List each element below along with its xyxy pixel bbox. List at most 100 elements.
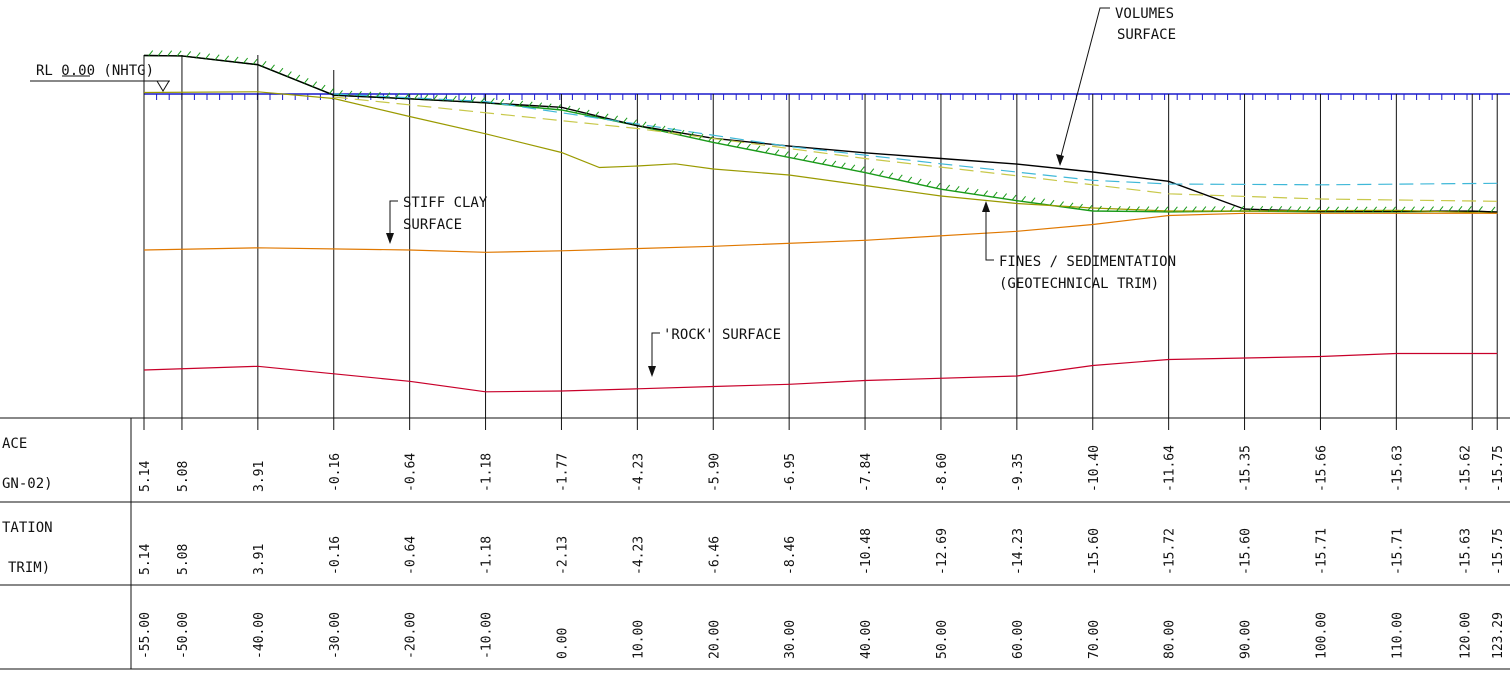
- surface-value: -15.62: [1458, 445, 1473, 492]
- hatch-mark: [176, 50, 182, 57]
- hatch-mark: [1144, 206, 1150, 212]
- table-values: 5.14 5.08 3.91 -0.16 -0.64 -1.18 -1.77 -4.23 -5.…: [138, 445, 1506, 659]
- chainage-value: 30.00: [783, 620, 798, 659]
- hatch-mark: [295, 74, 301, 81]
- sedimentation-value: 5.14: [138, 544, 153, 575]
- hatch-mark: [329, 88, 334, 94]
- stiff-clay-leader: [389, 200, 398, 243]
- hatch-mark: [1021, 196, 1026, 202]
- chainage-value: -40.00: [252, 612, 267, 659]
- hatch-mark: [1372, 206, 1378, 213]
- chainage-value: -10.00: [480, 612, 495, 659]
- hatch-mark: [717, 138, 723, 144]
- hatch-mark: [1324, 206, 1330, 213]
- hatch-mark: [1059, 201, 1064, 207]
- chainage-value: 110.00: [1390, 612, 1405, 659]
- hatch-mark: [831, 160, 837, 167]
- hatch-mark: [784, 151, 789, 157]
- series-dash_yellow: [333, 96, 1498, 202]
- hatch-mark: [660, 125, 666, 132]
- chainage-value: -30.00: [328, 612, 343, 659]
- hatch-mark: [793, 153, 799, 159]
- hatch-mark: [878, 170, 884, 177]
- hatch-mark: [916, 178, 922, 185]
- surface-value: -15.35: [1239, 445, 1254, 492]
- seabed-hatching: [148, 50, 1496, 213]
- chainage-value: 10.00: [631, 620, 646, 659]
- row1-label-1: ACE: [2, 436, 27, 452]
- sedimentation-value: -14.23: [1011, 528, 1026, 575]
- rock-leader: [651, 332, 660, 375]
- surface-value: -9.35: [1011, 453, 1026, 492]
- hatch-mark: [1125, 206, 1131, 212]
- hatch-mark: [992, 191, 998, 198]
- hatch-mark: [1419, 206, 1425, 212]
- hatch-mark: [679, 129, 685, 136]
- hatch-mark: [1163, 206, 1169, 213]
- hatch-mark: [546, 103, 552, 109]
- chainage-value: 70.00: [1087, 620, 1102, 659]
- hatch-mark: [1296, 206, 1302, 212]
- hatch-mark: [1011, 194, 1017, 201]
- hatch-mark: [983, 190, 989, 196]
- hatch-mark: [632, 119, 637, 126]
- hatch-mark: [859, 166, 865, 172]
- hatch-mark: [1201, 206, 1207, 212]
- hatch-mark: [1239, 205, 1245, 212]
- hatch-mark: [565, 105, 571, 112]
- hatch-mark: [613, 115, 619, 122]
- fines-label-1: FINES / SEDIMENTATION: [999, 254, 1176, 270]
- hatch-mark: [840, 162, 846, 169]
- data-table: ACE GN-02) TATION TRIM): [0, 417, 1510, 670]
- hatch-mark: [1220, 205, 1226, 212]
- hatch-mark: [954, 186, 960, 192]
- sedimentation-value: 3.91: [252, 544, 267, 575]
- series-clay: [143, 212, 1498, 253]
- sedimentation-value: -15.71: [1314, 528, 1329, 575]
- row2-label-1: TATION: [2, 520, 53, 536]
- hatch-mark: [527, 101, 533, 108]
- hatch-mark: [736, 141, 742, 148]
- surface-series: [143, 54, 1498, 393]
- chainage-gridlines: [143, 55, 1498, 430]
- hatch-mark: [1277, 206, 1283, 212]
- hatch-mark: [233, 56, 239, 63]
- hatch-mark: [1191, 206, 1197, 212]
- hatch-mark: [480, 97, 486, 103]
- sedimentation-value: -1.18: [480, 536, 495, 575]
- hatch-mark: [303, 78, 309, 84]
- hatch-mark: [746, 143, 751, 150]
- sedimentation-value: -15.71: [1390, 528, 1405, 575]
- sedimentation-value: -0.16: [328, 536, 343, 575]
- surface-value: 5.08: [176, 461, 191, 492]
- stiff-clay-arrow-icon: [386, 233, 394, 244]
- hatch-mark: [1478, 206, 1483, 212]
- hatch-mark: [1429, 206, 1434, 212]
- hatch-mark: [1182, 206, 1188, 213]
- hatch-mark: [432, 94, 438, 101]
- sedimentation-value: -0.64: [404, 536, 419, 575]
- series-rock: [143, 352, 1498, 393]
- hatch-mark: [414, 93, 419, 100]
- hatch-mark: [423, 94, 429, 100]
- surface-value: -6.95: [783, 453, 798, 492]
- series-sed: [143, 54, 1498, 213]
- hatch-mark: [157, 50, 163, 56]
- hatch-mark: [286, 71, 292, 77]
- hatch-mark: [338, 90, 343, 96]
- hatch-mark: [1030, 197, 1036, 203]
- hatch-mark: [1400, 206, 1406, 213]
- hatch-mark: [641, 121, 647, 128]
- hatch-mark: [312, 81, 318, 88]
- hatch-mark: [499, 98, 505, 105]
- row1-label-2: GN-02): [2, 476, 53, 492]
- hatch-mark: [347, 90, 353, 97]
- surface-value: -0.16: [328, 453, 343, 492]
- hatch-mark: [1106, 205, 1112, 212]
- hatch-mark: [850, 164, 856, 171]
- sedimentation-value: -15.75: [1491, 528, 1506, 575]
- hatch-mark: [897, 174, 903, 181]
- hatch-mark: [556, 104, 562, 110]
- hatch-mark: [1002, 193, 1008, 199]
- hatch-mark: [376, 91, 381, 98]
